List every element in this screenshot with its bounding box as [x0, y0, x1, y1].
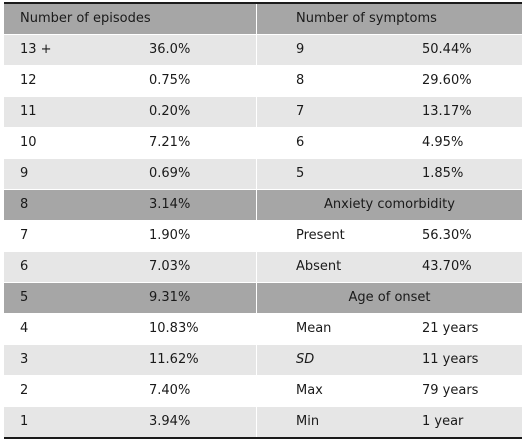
episode-count: 3 [20, 352, 29, 367]
right-label: 7 [296, 104, 305, 119]
table-row: 3 11.62% SD 11 years [4, 345, 522, 376]
table-row: 6 7.03% Absent 43.70% [4, 252, 522, 283]
table-body: 13 +36.0% 9 50.44% 12 0.75% 8 29.60% 11 0.20% 7 13… [4, 35, 522, 437]
right-label: Absent [296, 259, 342, 274]
episode-count: 2 [20, 383, 29, 398]
column-divider [256, 283, 257, 313]
episode-count: 5 [20, 290, 29, 305]
episode-percent: 0.75% [149, 73, 191, 88]
column-divider [256, 128, 257, 158]
right-value: 4.95% [422, 135, 464, 150]
column-divider [256, 4, 257, 34]
right-label: Present [296, 228, 345, 243]
right-value: 56.30% [422, 228, 472, 243]
episode-count: 4 [20, 321, 29, 336]
episode-count: 10 [20, 135, 37, 150]
episode-count: 8 [20, 197, 29, 212]
column-divider [256, 345, 257, 375]
table-row: 13 + 36.0% 9 50.44% [4, 35, 522, 66]
data-table: Number of episodes Number of symptoms 13… [4, 2, 522, 439]
table-row: 10 7.21% 6 4.95% [4, 128, 522, 159]
episode-count: 7 [20, 228, 29, 243]
column-divider [256, 221, 257, 251]
column-divider [256, 314, 257, 344]
episode-percent: 9.31% [149, 290, 191, 305]
episode-percent: 1.90% [149, 228, 191, 243]
table-row: 4 10.83% Mean 21 years [4, 314, 522, 345]
episode-count: 9 [20, 166, 29, 181]
right-value: 29.60% [422, 73, 472, 88]
column-divider [256, 376, 257, 406]
right-value: 43.70% [422, 259, 472, 274]
right-value: 1.85% [422, 166, 464, 181]
episode-percent: 7.40% [149, 383, 191, 398]
episode-count: 13 + [20, 42, 52, 57]
table-row: 11 0.20% 7 13.17% [4, 97, 522, 128]
column-divider [256, 66, 257, 96]
right-value: 50.44% [422, 42, 472, 57]
table-row: 7 1.90% Present 56.30% [4, 221, 522, 252]
episode-percent: 3.94% [149, 414, 191, 429]
episode-count: 6 [20, 259, 29, 274]
episode-count: 12 [20, 73, 37, 88]
right-label: Min [296, 414, 320, 429]
episodes-header: Number of episodes [20, 11, 151, 26]
right-value: 13.17% [422, 104, 472, 119]
column-divider [256, 252, 257, 282]
table-row: 8 3.14% Anxiety comorbidity [4, 190, 522, 221]
column-divider [256, 159, 257, 189]
section-header: Anxiety comorbidity [324, 197, 455, 212]
right-label: Mean [296, 321, 332, 336]
episode-percent: 3.14% [149, 197, 191, 212]
right-value: 11 years [422, 352, 479, 367]
symptoms-header: Number of symptoms [296, 11, 437, 26]
right-label: 9 [296, 42, 305, 57]
table-row: 1 3.94% Min 1 year [4, 407, 522, 437]
section-header: Age of onset [348, 290, 431, 305]
right-label: 5 [296, 166, 305, 181]
episode-percent: 11.62% [149, 352, 199, 367]
episode-percent: 7.21% [149, 135, 191, 150]
episode-percent: 7.03% [149, 259, 191, 274]
table-header-row: Number of episodes Number of symptoms [4, 4, 522, 35]
episode-count: 1 [20, 414, 29, 429]
episode-count: 11 [20, 104, 37, 119]
right-label: 6 [296, 135, 305, 150]
table-row: 12 0.75% 8 29.60% [4, 66, 522, 97]
right-value: 21 years [422, 321, 479, 336]
episode-percent: 0.69% [149, 166, 191, 181]
table-row: 2 7.40% Max 79 years [4, 376, 522, 407]
episode-percent: 36.0% [149, 42, 191, 57]
right-label: 8 [296, 73, 305, 88]
right-label: Max [296, 383, 323, 398]
right-value: 79 years [422, 383, 479, 398]
episode-percent: 0.20% [149, 104, 191, 119]
episode-percent: 10.83% [149, 321, 199, 336]
table-row: 9 0.69% 5 1.85% [4, 159, 522, 190]
right-value: 1 year [422, 414, 464, 429]
table-row: 5 9.31% Age of onset [4, 283, 522, 314]
column-divider [256, 407, 257, 437]
column-divider [256, 35, 257, 65]
column-divider [256, 190, 257, 220]
column-divider [256, 97, 257, 127]
right-label: SD [296, 352, 315, 367]
